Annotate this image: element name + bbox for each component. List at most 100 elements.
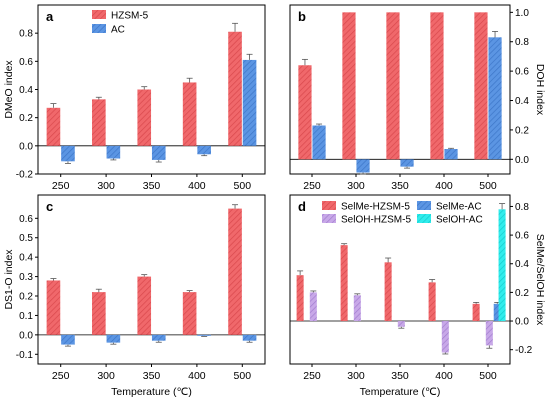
y-tick-label: 0.4 xyxy=(515,96,529,107)
x-tick-label: 300 xyxy=(97,180,115,192)
bar-ac-250 xyxy=(61,334,75,345)
x-tick-label: 350 xyxy=(391,180,409,192)
bar-seloh-hzsm-5-500 xyxy=(485,321,493,346)
legend-label: SelOH-HZSM-5 xyxy=(341,215,411,226)
bar-ac-350 xyxy=(151,334,166,341)
bar-seloh-hzsm-5-350 xyxy=(397,321,405,327)
y-axis-label: DMeO index xyxy=(3,60,15,119)
legend-label: HZSM-5 xyxy=(111,11,149,22)
x-tick-label: 500 xyxy=(234,370,252,382)
bar-selme-hzsm-5-350 xyxy=(384,262,392,322)
x-tick-label: 250 xyxy=(52,370,70,382)
x-tick-label: 300 xyxy=(97,370,115,382)
bar-selme-ac-500 xyxy=(493,303,501,322)
y-tick-label: 0.0 xyxy=(515,155,529,166)
x-tick-label: 400 xyxy=(435,370,453,382)
y-tick-label: 0.2 xyxy=(515,125,529,136)
x-tick-label: 350 xyxy=(391,370,409,382)
panel-a: -0.2 0.0 0.2 0.4 0.6 0.8 DMeO index 250 300 350 40… xyxy=(3,4,266,192)
panel-letter: b xyxy=(298,9,306,24)
legend-label: SelOH-AC xyxy=(436,215,483,226)
y-tick-label: 0.4 xyxy=(19,85,33,96)
legend-swatch xyxy=(92,10,106,19)
bar-ac-500 xyxy=(488,37,502,160)
y-tick-label: 0.0 xyxy=(19,141,33,152)
bar-ac-300 xyxy=(106,334,121,343)
legend-label: AC xyxy=(111,25,125,36)
bar-hzsm-5-400 xyxy=(430,12,444,160)
bar-ac-300 xyxy=(356,159,370,173)
y-tick-label: 0.6 xyxy=(515,67,529,78)
x-tick-label: 500 xyxy=(479,180,497,192)
y-tick-label: 0.2 xyxy=(515,288,529,299)
bar-ac-350 xyxy=(151,145,166,160)
bar-hzsm-5-400 xyxy=(182,292,197,335)
x-axis-label: Temperature (℃) xyxy=(360,386,441,398)
legend-label: SelMe-HZSM-5 xyxy=(341,202,410,213)
y-tick-label: 0.1 xyxy=(19,311,33,322)
bar-hzsm-5-500 xyxy=(228,208,242,335)
bar-seloh-hzsm-5-300 xyxy=(353,295,361,322)
bar-ac-400 xyxy=(197,334,211,336)
x-tick-label: 300 xyxy=(347,180,365,192)
x-tick-label: 250 xyxy=(303,370,321,382)
y-tick-label: -0.2 xyxy=(16,170,34,181)
y-tick-label: 0.4 xyxy=(19,253,33,264)
bar-ac-400 xyxy=(197,145,211,155)
x-tick-label: 250 xyxy=(52,180,70,192)
bar-hzsm-5-250 xyxy=(46,107,61,146)
panel-letter: a xyxy=(46,9,54,24)
bar-seloh-hzsm-5-400 xyxy=(441,321,449,353)
bar-selme-hzsm-5-500 xyxy=(472,303,480,322)
x-tick-label: 500 xyxy=(479,370,497,382)
panel-b: 0.0 0.2 0.4 0.6 0.8 1.0 DOH index 250 300 350 400 5… xyxy=(289,4,546,192)
bar-seloh-ac-500 xyxy=(498,209,506,322)
x-tick-label: 500 xyxy=(234,180,252,192)
bar-selme-hzsm-5-300 xyxy=(340,245,348,322)
y-tick-label: 0.5 xyxy=(19,233,33,244)
y-axis-label: DOH index xyxy=(534,64,546,116)
bar-ac-350 xyxy=(400,159,414,167)
bar-ac-250 xyxy=(61,145,75,162)
bar-ac-500 xyxy=(242,334,257,341)
x-tick-label: 350 xyxy=(143,180,161,192)
legend-swatch xyxy=(322,201,336,210)
x-tick-label: 350 xyxy=(143,370,161,382)
x-tick-label: 400 xyxy=(188,180,206,192)
y-tick-label: 0.8 xyxy=(19,29,33,40)
y-tick-label: 0.3 xyxy=(19,272,33,283)
bar-seloh-hzsm-5-250 xyxy=(309,292,317,322)
x-tick-label: 300 xyxy=(347,370,365,382)
legend-swatch xyxy=(417,214,431,223)
y-tick-label: 0.8 xyxy=(515,202,529,213)
y-tick-label: 0.2 xyxy=(19,292,33,303)
y-tick-label: 0.0 xyxy=(515,317,529,328)
bar-hzsm-5-500 xyxy=(474,12,488,160)
y-tick-label: -0.2 xyxy=(515,345,533,356)
bar-hzsm-5-250 xyxy=(298,65,312,160)
bar-hzsm-5-250 xyxy=(46,280,61,335)
panel-letter: c xyxy=(46,199,53,214)
bar-ac-400 xyxy=(444,149,458,160)
bar-hzsm-5-350 xyxy=(137,276,152,335)
y-tick-label: 0.4 xyxy=(515,259,529,270)
bar-hzsm-5-300 xyxy=(92,292,106,335)
y-tick-label: 0.8 xyxy=(515,37,529,48)
bar-hzsm-5-500 xyxy=(228,31,242,146)
bar-selme-hzsm-5-250 xyxy=(296,275,304,322)
bar-hzsm-5-300 xyxy=(342,12,356,160)
x-tick-label: 400 xyxy=(435,180,453,192)
y-axis-label: DS1-O index xyxy=(3,249,15,310)
y-tick-label: 0.6 xyxy=(515,231,529,242)
bar-hzsm-5-350 xyxy=(386,12,400,160)
x-axis-label: Temperature (℃) xyxy=(111,386,192,398)
y-tick-label: 1.0 xyxy=(515,8,529,19)
x-tick-label: 400 xyxy=(188,370,206,382)
y-tick-label: 0.6 xyxy=(19,57,33,68)
bar-ac-250 xyxy=(312,125,326,160)
bar-hzsm-5-400 xyxy=(182,82,197,146)
bar-ac-300 xyxy=(106,145,121,159)
legend-label: SelMe-AC xyxy=(436,202,482,213)
bar-hzsm-5-300 xyxy=(92,99,106,146)
